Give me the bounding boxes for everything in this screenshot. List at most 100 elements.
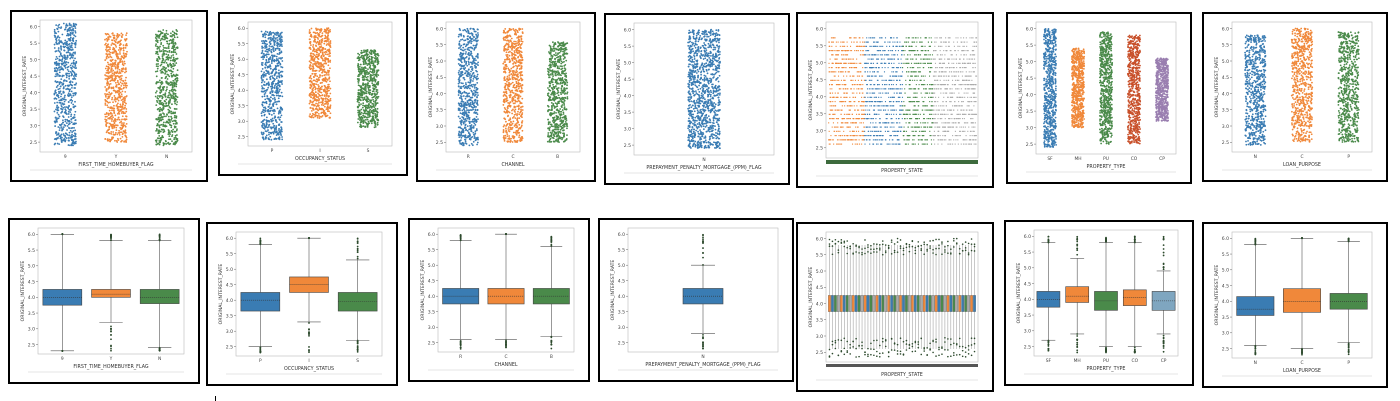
strip-point: [279, 131, 282, 133]
strip-point: [471, 100, 474, 103]
strip-point: [53, 110, 56, 113]
strip-point: [261, 68, 264, 70]
strip-point: [460, 48, 463, 51]
strip-point: [269, 131, 272, 134]
strip-point: [122, 80, 125, 83]
strip-point: [512, 131, 515, 134]
strip-point: [67, 65, 70, 68]
strip-point: [274, 118, 277, 121]
strip-point: [124, 84, 127, 87]
strip-point: [278, 76, 281, 79]
strip-point: [171, 34, 174, 36]
strip-point: [318, 114, 320, 117]
strip-point: [514, 94, 516, 97]
strip-point: [116, 112, 119, 115]
strip-point: [363, 110, 366, 112]
strip-point: [58, 115, 61, 118]
strip-point: [112, 69, 115, 72]
strip-point: [160, 80, 163, 83]
strip-point: [115, 124, 118, 127]
strip-point: [324, 112, 327, 115]
strip-point: [112, 34, 115, 37]
strip-point: [123, 54, 125, 56]
strip-point: [316, 56, 319, 59]
strip-point: [115, 45, 118, 48]
strip-point: [329, 28, 331, 31]
strip-point: [108, 96, 110, 99]
strip-point: [53, 43, 56, 46]
strip-point: [114, 67, 117, 70]
strip-point: [276, 75, 279, 78]
strip-point: [278, 85, 281, 88]
strip-point: [470, 84, 473, 87]
strip-point: [362, 76, 365, 79]
strip-point: [323, 103, 326, 105]
strip-point: [168, 123, 171, 126]
strip-point: [114, 66, 117, 69]
strip-point: [168, 91, 171, 94]
strip-point: [69, 70, 72, 73]
strip-point: [60, 47, 62, 50]
strip-point: [123, 124, 126, 127]
strip-point: [324, 100, 327, 103]
strip-point: [357, 63, 360, 65]
strip-point: [162, 128, 165, 131]
strip-point: [363, 96, 366, 99]
strip-point: [314, 88, 317, 91]
strip-point: [270, 120, 273, 123]
strip-point: [521, 40, 524, 43]
strip-point: [116, 103, 118, 106]
strip-point: [458, 131, 461, 134]
strip-point: [106, 77, 108, 80]
strip-point: [113, 112, 116, 115]
strip-point: [325, 72, 328, 75]
strip-point: [505, 80, 508, 83]
strip-point: [468, 40, 471, 43]
strip-point: [157, 116, 160, 119]
strip-point: [275, 47, 278, 50]
strip-point: [358, 101, 360, 104]
strip-point: [166, 55, 169, 58]
strip-point: [58, 127, 61, 129]
strip-point: [71, 133, 73, 136]
strip-point: [124, 67, 127, 70]
strip-point: [474, 37, 477, 40]
strip-point: [470, 61, 473, 64]
strip-point: [165, 104, 168, 107]
strip-point: [173, 136, 176, 139]
strip-point: [316, 87, 319, 90]
strip-point: [276, 85, 278, 88]
strip-point: [175, 32, 178, 35]
strip-point: [55, 131, 58, 133]
strip-point: [459, 142, 462, 145]
strip-point: [105, 74, 108, 77]
strip-point: [470, 120, 472, 123]
strip-point: [125, 110, 128, 113]
strip-point: [164, 60, 167, 62]
strip-point: [176, 69, 179, 72]
strip-point: [474, 90, 477, 93]
strip-point: [371, 118, 373, 120]
strip-point: [56, 107, 59, 110]
strip-point: [65, 24, 68, 27]
strip-point: [166, 50, 169, 53]
x-tick-label: Y: [114, 154, 118, 160]
strip-point: [468, 98, 471, 101]
strip-point: [366, 79, 369, 82]
strip-point: [275, 137, 278, 140]
strip-point: [69, 24, 72, 27]
strip-point: [463, 84, 465, 87]
strip-point: [502, 71, 505, 73]
strip-point: [267, 129, 269, 131]
strip-point: [321, 74, 324, 77]
strip-point: [70, 44, 73, 47]
strip-point: [469, 87, 471, 90]
strip-point: [261, 40, 263, 42]
strip-point: [357, 52, 359, 55]
strip-point: [358, 53, 361, 56]
strip-point: [170, 115, 172, 118]
strip-point: [55, 41, 58, 43]
strip-point: [115, 59, 117, 62]
strip-point: [457, 91, 460, 94]
strip-point: [273, 108, 275, 111]
